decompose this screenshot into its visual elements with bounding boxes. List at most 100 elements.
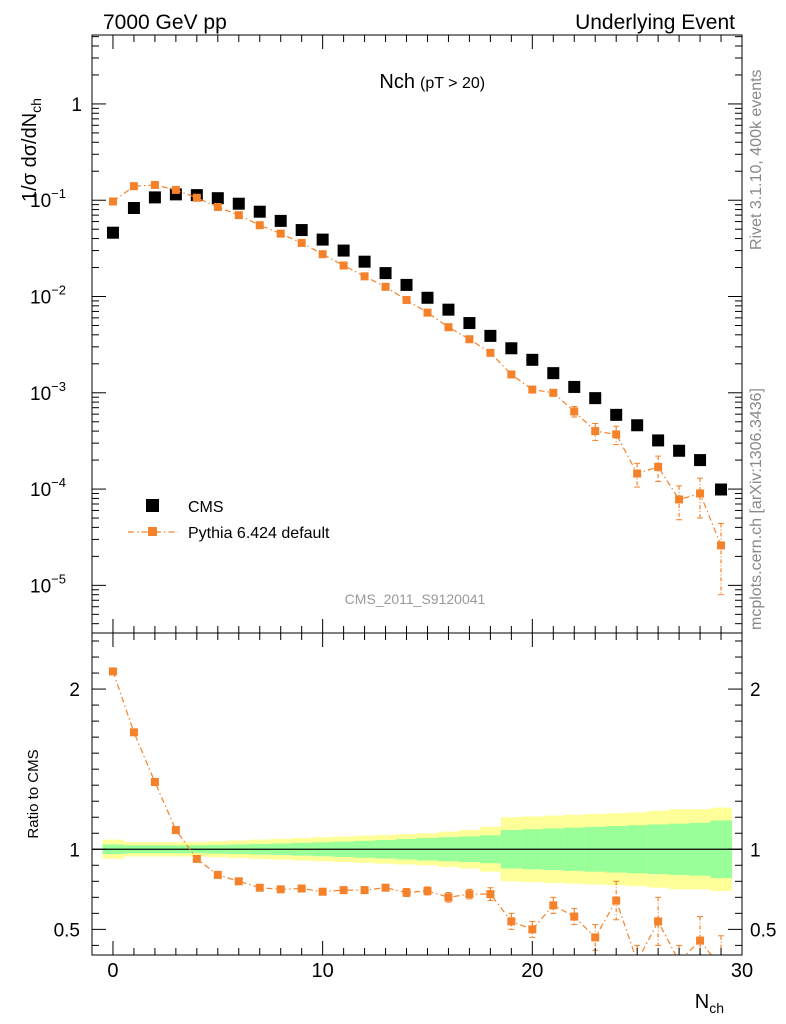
cms-data-point	[337, 244, 350, 257]
main-y-tick-base: 10	[30, 191, 51, 212]
pythia-data-point	[192, 193, 201, 202]
cms-data-point	[253, 205, 266, 218]
ratio-data-point	[297, 884, 306, 893]
ratio-data-point	[696, 936, 705, 945]
cms-data-point	[631, 419, 644, 432]
legend: CMS Pythia 6.424 default	[128, 499, 330, 542]
ratio-data-point	[633, 957, 641, 965]
cms-data-point	[568, 380, 581, 393]
main-y-tick-base: 10	[30, 576, 51, 597]
cms-data-point	[694, 454, 707, 467]
plot-title-subscript: (pT > 20)	[420, 75, 485, 92]
cms-data-point	[316, 233, 329, 246]
ratio-data-point	[654, 917, 663, 926]
cms-data-point	[505, 342, 518, 355]
legend-label-cms: CMS	[188, 499, 224, 516]
ratio-axis-ticks: 0.5 0.51 12 20 10 20 30	[54, 633, 776, 982]
rivet-version-label: Rivet 3.1.10, 400k events	[748, 69, 765, 250]
pythia-data-point	[654, 462, 663, 471]
cms-data-point	[715, 483, 728, 496]
pythia-data-point	[339, 261, 348, 270]
pythia-data-point	[675, 495, 684, 504]
cms-data-point	[232, 197, 245, 210]
ratio-y-tick-label: 2	[69, 680, 80, 701]
header-right-label: Underlying Event	[575, 11, 735, 34]
ratio-data-point	[444, 893, 453, 902]
x-axis-label-sub: ch	[709, 1000, 724, 1016]
cms-data-point	[652, 434, 665, 447]
x-axis-label-main: N	[695, 991, 709, 1013]
pythia-data-point	[360, 272, 369, 281]
ratio-y-tick-label: 1	[69, 840, 80, 861]
pythia-data-point	[234, 211, 243, 220]
pythia-data-point	[696, 489, 705, 498]
ratio-data-point	[150, 777, 159, 786]
ratio-data-point	[570, 912, 579, 921]
pythia-data-point	[507, 370, 516, 379]
ratio-data-point	[213, 870, 222, 879]
ratio-data-point	[192, 854, 201, 863]
ratio-data-point	[591, 933, 600, 942]
main-y-tick-label: 10−1	[30, 186, 66, 212]
main-y-tick-base: 10	[30, 480, 51, 501]
ratio-pythia-line	[112, 671, 712, 955]
cms-data-point	[463, 317, 476, 330]
cms-data-point	[484, 329, 497, 342]
pythia-data-point	[171, 185, 180, 194]
ratio-data-point	[318, 887, 327, 896]
main-y-tick-label: 10−3	[30, 379, 66, 405]
ratio-data-point	[255, 883, 264, 892]
main-axis-ticks: 10−510−410−310−210−11	[30, 35, 743, 633]
pythia-data-point	[255, 221, 264, 230]
pythia-data-point	[213, 203, 222, 212]
ratio-plot-area	[92, 667, 742, 965]
ratio-data-point	[402, 888, 411, 897]
ratio-panel: 0.5 0.51 12 20 10 20 30 Ratio to CMS Nch	[25, 632, 776, 1016]
main-y-tick-base: 10	[30, 384, 51, 405]
x-tick-label: 30	[731, 960, 753, 982]
x-tick-label: 20	[521, 960, 543, 982]
pythia-data-point	[108, 197, 117, 206]
main-y-tick-exponent: −1	[51, 186, 66, 201]
x-tick-label: 0	[107, 960, 118, 982]
legend-marker-pythia	[148, 527, 157, 536]
ratio-y-tick-label-right: 1	[750, 840, 761, 861]
x-tick-label: 10	[312, 960, 334, 982]
pythia-data-point	[633, 469, 642, 478]
pythia-data-point	[549, 388, 558, 397]
main-y-tick-label: 10−5	[30, 571, 66, 597]
legend-label-pythia: Pythia 6.424 default	[188, 525, 330, 542]
main-plot-area	[106, 180, 728, 596]
cms-data-point	[673, 444, 686, 457]
ratio-y-tick-label-right: 0.5	[750, 920, 776, 941]
pythia-data-point	[129, 182, 138, 191]
main-y-tick-exponent: −4	[51, 475, 66, 490]
ratio-data-point	[528, 925, 537, 934]
cms-data-point	[400, 278, 413, 291]
ratio-data-point	[234, 877, 243, 886]
cms-data-point	[127, 202, 140, 215]
pythia-data-point	[486, 348, 495, 357]
cms-data-point	[274, 214, 287, 227]
cms-data-point	[526, 353, 539, 366]
ratio-data-point	[360, 886, 369, 895]
main-panel-frame	[91, 34, 743, 634]
pythia-data-point	[297, 238, 306, 247]
cms-data-point	[211, 192, 224, 205]
pythia-data-point	[276, 229, 285, 238]
header-left-label: 7000 GeV pp	[103, 11, 227, 34]
main-y-label-main: 1/σ dσ/dN	[19, 113, 41, 202]
x-axis-label: Nch	[695, 991, 724, 1016]
cms-data-point	[589, 392, 602, 405]
main-y-tick-label: 10−4	[30, 475, 66, 501]
pythia-data-point	[465, 335, 474, 344]
main-y-tick-exponent: −5	[51, 571, 66, 586]
main-y-tick-label: 10−2	[30, 283, 66, 309]
plot-title: Nch	[379, 71, 415, 93]
cms-data-point	[358, 255, 371, 268]
cms-data-point	[106, 226, 119, 239]
pythia-data-point	[318, 250, 327, 259]
cms-data-point	[379, 267, 392, 280]
main-y-axis-label: 1/σ dσ/dNch	[19, 98, 44, 202]
cms-data-point	[547, 367, 560, 380]
